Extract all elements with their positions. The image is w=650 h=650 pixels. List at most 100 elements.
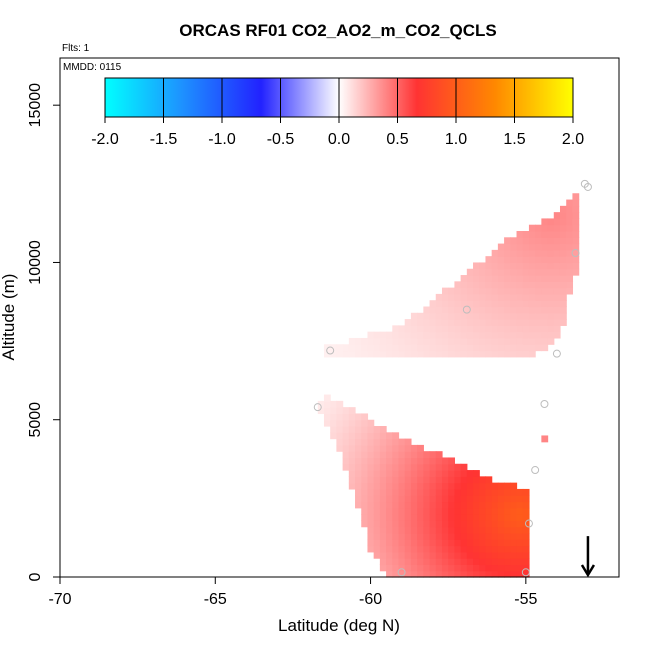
heat-cell [410, 495, 418, 503]
heat-cell [473, 564, 480, 572]
heat-cell [485, 564, 493, 572]
heat-cell [553, 212, 561, 220]
heat-cell [367, 526, 375, 534]
heat-cell [528, 325, 536, 333]
heat-cell [559, 212, 567, 220]
heat-cell [373, 350, 381, 358]
heat-cell [423, 520, 431, 528]
heat-cell [336, 432, 344, 440]
heat-cell [441, 482, 449, 490]
heat-cell [373, 438, 381, 446]
heat-cell [441, 545, 449, 553]
heat-cell [516, 507, 524, 515]
heat-cell [410, 482, 418, 490]
heat-cell [497, 488, 505, 496]
heat-cell [386, 463, 393, 471]
heat-cell [535, 331, 542, 339]
heat-cell [373, 331, 381, 339]
heat-cell [454, 482, 462, 490]
heat-cell [342, 457, 350, 465]
heat-cell [392, 350, 400, 358]
heat-cell [497, 275, 505, 282]
heat-cell [516, 570, 524, 578]
heat-cell [342, 438, 350, 446]
heat-cell [547, 256, 555, 264]
heat-cell [510, 526, 518, 534]
heat-cell [485, 256, 493, 264]
heat-cell [423, 325, 431, 333]
heat-cell [510, 532, 518, 540]
heat-cell [323, 350, 331, 358]
heat-cell [466, 337, 474, 345]
heat-cell [448, 507, 455, 515]
heat-cell [528, 312, 536, 320]
heat-cell [441, 470, 449, 477]
heat-cell [423, 331, 431, 339]
heat-cell [572, 262, 580, 270]
heat-cell [566, 281, 574, 289]
colorbar: -2.0 -1.5 -1.0 -0.5 0.0 0.5 1.0 1.5 2.0 [91, 77, 584, 148]
heat-cell [485, 495, 493, 503]
heat-cell [367, 482, 375, 490]
heat-cell [522, 325, 530, 333]
heat-cell [423, 564, 431, 572]
heat-cell [473, 300, 480, 308]
plot-frame [59, 57, 620, 578]
heat-cell [528, 287, 536, 295]
heat-cell [497, 501, 505, 509]
heat-cell [491, 507, 499, 515]
heat-cell [404, 444, 412, 452]
heat-cell [491, 539, 499, 547]
heat-cell [516, 293, 524, 301]
heat-cell [386, 470, 393, 477]
heat-cell [392, 463, 400, 471]
heat-cell [361, 426, 369, 433]
heat-cell [566, 212, 574, 220]
heat-cell [348, 419, 356, 427]
heat-cell [522, 293, 530, 301]
heat-cell [460, 331, 468, 339]
heat-cell [510, 488, 518, 496]
heat-cell [454, 545, 462, 553]
heat-cell [435, 451, 443, 459]
heat-cell [379, 495, 387, 503]
heat-cell [516, 337, 524, 345]
heat-cell [497, 281, 505, 289]
heat-cell [466, 319, 474, 326]
heat-cell [367, 419, 375, 427]
heat-cell [423, 344, 431, 352]
sample-point [583, 182, 592, 191]
heat-cell [392, 532, 400, 540]
heat-cell [473, 526, 480, 534]
heat-cell [398, 438, 406, 446]
heat-cell [379, 501, 387, 509]
heat-cell [547, 312, 555, 320]
heat-cell [367, 432, 375, 440]
heat-cell [547, 262, 555, 270]
heat-cell [435, 293, 443, 301]
heat-cell [379, 470, 387, 477]
x-axis-label: Latitude (deg N) [278, 616, 400, 635]
heat-cell [448, 300, 455, 308]
heat-cell [379, 432, 387, 440]
heat-cell [392, 558, 400, 566]
heat-cell [361, 419, 369, 427]
heat-cell [460, 526, 468, 534]
heat-cell [404, 570, 412, 578]
heat-cell [559, 287, 567, 295]
heat-cell [516, 551, 524, 559]
heat-cell [460, 325, 468, 333]
heat-cell [398, 470, 406, 477]
heat-cell [373, 501, 381, 509]
heat-cell [485, 507, 493, 515]
heat-cell [348, 438, 356, 446]
heat-cell [473, 551, 480, 559]
heat-cell [392, 482, 400, 490]
x-tick-label: -70 [48, 591, 71, 608]
heat-cell [410, 476, 418, 484]
heat-cell [516, 564, 524, 572]
heat-cell [473, 312, 480, 320]
heat-cell [460, 514, 468, 521]
heat-cell [504, 249, 511, 257]
heat-cell [491, 564, 499, 572]
